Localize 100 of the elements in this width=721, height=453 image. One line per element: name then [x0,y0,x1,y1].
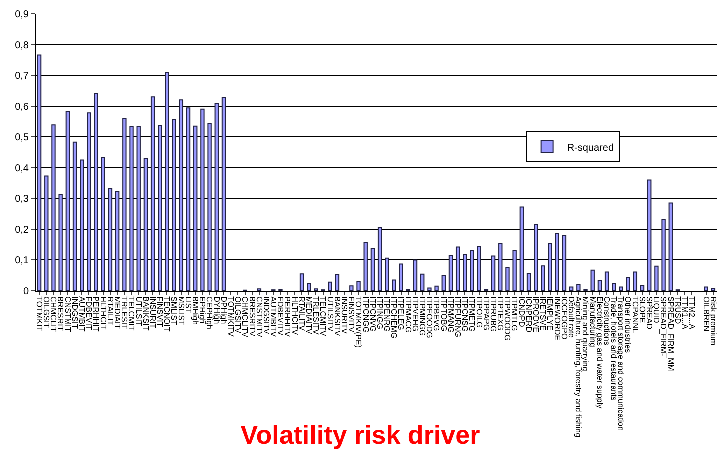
bar [604,272,610,291]
bar [555,233,560,291]
x-tick-label: FINSVIT [156,296,165,328]
bar [654,266,659,291]
bar [300,274,304,291]
bar [44,176,49,291]
bar [590,270,595,291]
bar [612,283,616,291]
bar [165,72,170,291]
x-tick-label: ITPCNSG [460,296,470,332]
x-tick-label: TOTMKIT [34,296,44,332]
bar [385,258,390,291]
x-tick-label: PERHHIT [92,296,101,332]
x-tick-label: CHMCLITV [240,296,250,338]
x-tick-label: ITPRUBG [488,296,498,332]
x-tick-label: FDBEVITV [276,296,286,336]
x-tick-label: INSURIT [148,296,158,329]
bar [562,235,567,291]
y-tick-label: 0,5 [15,132,30,144]
y-tick-label: 0,8 [15,40,30,52]
bar [413,260,418,291]
bar [463,254,468,291]
x-tick-label: SPREAD_FIRM- [659,296,668,356]
x-tick-label: TECNOIT [162,296,172,332]
x-tick-label: TELCMIT [127,296,136,331]
bar [704,286,708,291]
bar [370,248,376,291]
bar [633,272,638,291]
bar [520,206,524,291]
x-tick-label: AUTMBITV [269,296,278,338]
x-tick-label: BMHigh [191,296,200,326]
x-tick-label: UTILSITV [326,296,335,332]
bar [420,274,425,291]
x-tick-label: ITPCHEMG [390,296,399,339]
bar [534,224,538,291]
bar [130,126,134,291]
x-tick-label: INEWORDE [552,296,562,341]
x-tick-label: FINSVITV [347,296,356,334]
x-tick-label: HLTHCIT [98,296,108,330]
x-tick-label: BRESRITV [248,296,257,338]
bar [150,96,156,291]
y-tick-label: 0 [23,286,30,298]
x-tick-label: ICNPERD [524,296,534,333]
x-tick-label: Risk premium [708,296,718,346]
bar [115,191,120,291]
bar [52,124,56,291]
bar [158,125,162,291]
x-tick-label: ICNDPD [517,296,526,328]
y-tick-label: 0,7 [15,71,30,82]
x-tick-label: OILGSIT [42,296,52,328]
x-tick-label: ITPMANG [446,296,456,334]
x-tick-label: ITPCNGG [361,296,370,334]
bar [428,288,432,291]
bar [506,267,510,291]
x-tick-label: PERHHITV [283,296,292,338]
x-tick-label: ITPTEXG [496,296,506,331]
x-tick-label: ITPENRG [382,296,392,332]
x-tick-label: Electricity gas and water supply [595,296,604,409]
legend-label: R-squared [567,142,614,154]
x-tick-label: TRUSD [673,296,682,324]
x-tick-label: TTM1...A [680,296,690,330]
x-tick-label: TELCMITV [318,296,328,337]
x-tick-label: RTAILIT [106,296,115,326]
x-tick-label: CNSTMIT [63,296,72,332]
bar [307,283,312,291]
x-tick-label: CHMCLIT [49,296,58,332]
x-tick-label: ITPMINGG [418,296,428,336]
bar [569,286,574,291]
bar [442,275,446,291]
x-tick-label: CNSTMITV [254,296,264,338]
x-tick-label: AUTMBIT [78,296,87,332]
bar [512,250,517,291]
x-tick-label: SLOPE [638,296,647,324]
bar [477,246,482,291]
x-tick-label: ITPMETG [468,296,477,332]
bar [179,100,184,291]
bar [58,194,63,291]
y-tick-label: 0,6 [15,102,30,113]
bar [136,126,141,291]
x-tick-label: Trade, hotels and restaurants [610,296,619,401]
x-tick-label: LIQUID [652,296,662,324]
y-tick-label: 0,4 [15,163,30,174]
x-tick-label: Default rate [566,296,576,339]
x-tick-label: ITPFOODG [425,296,434,338]
bar [640,285,645,291]
y-tick-label: 0,9 [15,10,30,20]
bar [399,264,404,291]
x-tick-label: INDGSITV [262,296,271,336]
x-tick-label: HLTHCITV [290,296,300,336]
x-tick-label: Manufacturing [588,296,598,348]
y-tick-label: 0,1 [15,256,30,267]
bar [668,202,673,291]
bar [172,119,176,291]
x-tick-label: TOTMKITV [226,296,236,338]
x-tick-label: ITPOILG [474,296,484,328]
y-tick-label: 0,3 [15,194,30,206]
bar [470,250,474,291]
bar [101,157,106,291]
x-tick-label: IOCFOGPO [560,296,569,340]
x-tick-label: ITPMACG [404,296,413,334]
